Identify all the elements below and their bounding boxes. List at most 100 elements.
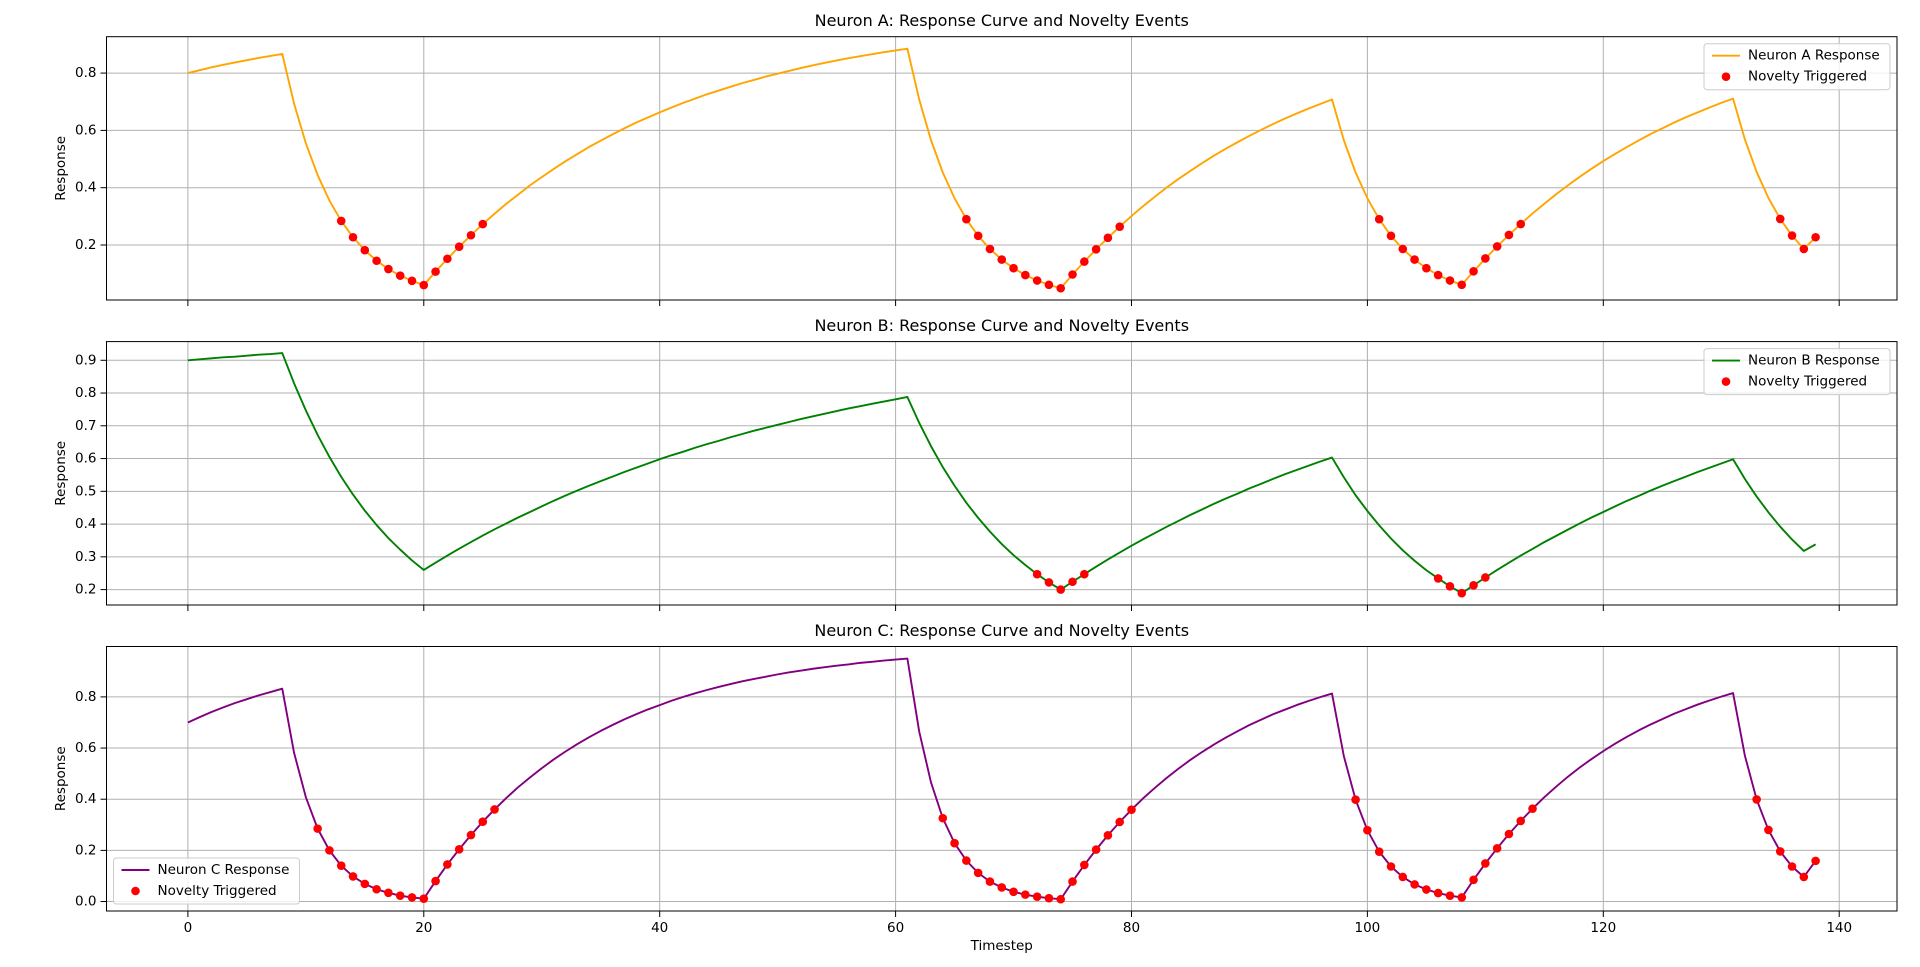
novelty-point [1351,795,1360,805]
novelty-point [985,877,995,886]
novelty-point [962,856,971,865]
y-tick-label: 0.8 [75,65,96,81]
novelty-point [407,893,417,902]
novelty-point [1469,581,1478,590]
y-tick-label: 0.4 [75,791,96,807]
novelty-point [1433,574,1443,583]
novelty-point [1056,585,1066,594]
novelty-point [478,219,488,229]
x-tick-label: 140 [1826,920,1852,936]
plot-area [187,47,1820,293]
legend-box [113,857,300,905]
novelty-point [1056,283,1066,293]
novelty-point [1799,244,1809,254]
novelty-point [1457,280,1467,290]
novelty-point [478,817,488,827]
novelty-point [1492,844,1502,853]
legend-box [1703,348,1891,396]
novelty-point [348,232,358,242]
novelty-point [1386,231,1396,241]
novelty-point [384,264,393,274]
novelty-point [1068,270,1077,279]
x-tick-label: 120 [1590,920,1616,936]
y-tick-label: 0.3 [75,549,96,565]
novelty-point [1032,276,1042,285]
novelty-point [1528,804,1537,813]
novelty-point [313,824,322,833]
x-tick-label: 60 [887,920,904,936]
x-tick-label: 0 [184,920,193,936]
subplot-title: Neuron A: Response Curve and Novelty Eve… [815,11,1189,30]
novelty-point [466,830,476,840]
novelty-point [1504,230,1514,240]
novelty-point [1799,872,1809,882]
novelty-point [962,214,971,224]
response-line [187,47,1817,290]
novelty-point [1068,577,1077,587]
novelty-point [443,254,452,264]
legend-marker [1721,72,1731,81]
y-tick-label: 0.2 [75,842,96,858]
novelty-point [431,876,440,886]
novelty-point [1091,845,1101,854]
novelty-point [419,894,429,904]
y-axis-label: Response [53,136,69,201]
plot-area [187,352,1817,598]
novelty-point [1481,573,1490,582]
y-tick-label: 0.6 [75,740,96,756]
novelty-point [1445,276,1455,285]
y-tick-label: 0.7 [75,418,96,434]
novelty-point [395,271,405,280]
novelty-point [1811,856,1820,866]
novelty-point [1457,588,1467,598]
novelty-point [1445,891,1455,900]
novelty-point [1021,270,1030,280]
legend-marker [1721,377,1731,386]
legend: Neuron A Response Novelty Triggered [1703,43,1891,91]
subplot: Neuron C: Response Curve and Novelty Eve… [53,621,1898,954]
novelty-point [1775,214,1785,224]
novelty-point [431,267,440,276]
y-axis-label: Response [53,746,69,811]
novelty-point [1410,255,1419,264]
legend-label: Neuron C Response [158,862,290,878]
y-tick-label: 0.2 [75,582,96,598]
axes-frame [106,36,1898,301]
novelty-point [1433,888,1443,898]
y-tick-label: 0.4 [75,180,96,196]
novelty-point [1115,817,1125,827]
y-axis-label: Response [53,441,69,506]
novelty-point [1091,244,1101,254]
novelty-point [1422,263,1431,273]
novelty-point [1481,859,1490,868]
legend: Neuron C Response Novelty Triggered [113,857,300,905]
novelty-point [1469,875,1478,885]
novelty-point [1021,890,1030,899]
novelty-point [950,838,959,848]
novelty-point [1481,254,1490,263]
novelty-point [454,845,464,854]
plot-area [187,657,1820,904]
novelty-point [407,276,417,286]
legend-box [1703,43,1891,91]
novelty-point [454,242,464,252]
x-tick-label: 40 [651,920,668,936]
novelty-point [1363,825,1372,835]
novelty-point [360,879,370,889]
x-tick-label: 20 [415,920,432,936]
legend-label: Novelty Triggered [1748,69,1867,85]
novelty-point [384,888,393,898]
novelty-point [1398,244,1408,254]
novelty-point [1080,860,1089,870]
response-line [187,352,1817,595]
novelty-point [336,216,346,226]
novelty-point [997,883,1007,892]
novelty-point [1410,880,1419,889]
novelty-point [1516,816,1526,826]
novelty-point [466,230,476,240]
legend-marker [131,886,140,896]
novelty-point [997,255,1007,264]
subplot-title: Neuron B: Response Curve and Novelty Eve… [814,316,1189,335]
x-tick-label: 100 [1355,920,1381,936]
y-tick-label: 0.5 [75,483,96,499]
